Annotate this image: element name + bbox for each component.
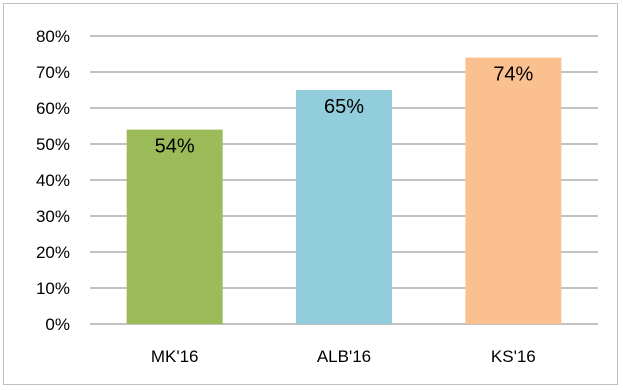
bar-0 [126,129,223,324]
y-tick-label: 10% [36,279,70,298]
y-tick-label: 0% [45,315,70,334]
x-tick-label: ALB'16 [317,347,371,366]
y-tick-label: 50% [36,135,70,154]
data-label: 65% [324,96,364,118]
bar-1 [296,90,392,324]
y-tick-label: 20% [36,243,70,262]
y-tick-label: 30% [36,207,70,226]
x-axis-tick-labels: MK'16 ALB'16 KS'16 [151,347,536,366]
y-tick-label: 80% [36,27,70,46]
bars [126,57,562,324]
data-labels: 54% 65% 74% [155,64,534,158]
x-tick-label: KS'16 [491,347,536,366]
x-tick-label: MK'16 [151,347,199,366]
y-tick-label: 40% [36,171,70,190]
y-tick-label: 60% [36,99,70,118]
y-tick-label: 70% [36,63,70,82]
y-axis-tick-labels: 0% 10% 20% 30% 40% 50% 60% 70% 80% [36,27,70,334]
data-label: 74% [493,64,533,86]
bar-2 [465,57,562,324]
data-label: 54% [155,136,195,158]
